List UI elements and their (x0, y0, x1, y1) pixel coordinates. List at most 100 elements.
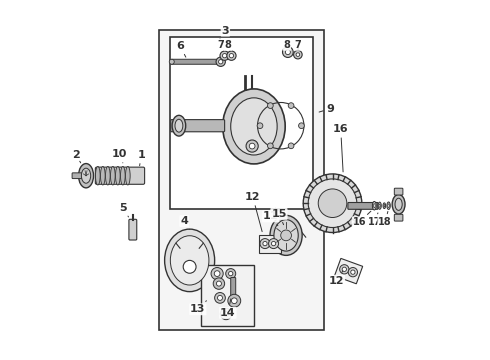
Ellipse shape (372, 202, 376, 210)
Ellipse shape (373, 204, 375, 208)
Ellipse shape (165, 229, 215, 292)
Circle shape (220, 308, 232, 320)
Ellipse shape (222, 89, 285, 164)
Text: 7: 7 (294, 40, 301, 50)
FancyBboxPatch shape (348, 203, 378, 209)
Polygon shape (335, 258, 363, 284)
Ellipse shape (231, 98, 277, 155)
FancyBboxPatch shape (171, 59, 217, 64)
Circle shape (296, 53, 300, 57)
Circle shape (271, 242, 276, 246)
Ellipse shape (395, 198, 402, 210)
Circle shape (283, 47, 293, 58)
Ellipse shape (100, 166, 105, 185)
Circle shape (183, 260, 196, 273)
Bar (170, 37, 313, 208)
FancyBboxPatch shape (394, 214, 403, 221)
Circle shape (285, 50, 291, 55)
Text: 18: 18 (378, 211, 392, 227)
Circle shape (348, 267, 358, 277)
Circle shape (216, 57, 225, 66)
Circle shape (281, 230, 292, 241)
Text: 14: 14 (220, 299, 236, 318)
Ellipse shape (384, 204, 385, 207)
Ellipse shape (96, 166, 100, 185)
Circle shape (228, 294, 241, 307)
Circle shape (228, 271, 233, 276)
Circle shape (268, 143, 273, 149)
Circle shape (222, 54, 227, 58)
Circle shape (226, 269, 236, 279)
Text: 13: 13 (190, 301, 206, 314)
Circle shape (220, 51, 229, 60)
Text: 8: 8 (225, 40, 232, 51)
Ellipse shape (175, 119, 183, 132)
FancyBboxPatch shape (129, 219, 137, 240)
Bar (259, 235, 281, 253)
Circle shape (257, 123, 263, 129)
Text: 12: 12 (329, 271, 344, 286)
FancyBboxPatch shape (171, 120, 224, 132)
Text: 9: 9 (319, 104, 335, 113)
Text: 11: 11 (263, 211, 278, 226)
Circle shape (342, 267, 346, 271)
Text: 1: 1 (138, 150, 145, 166)
Text: 16: 16 (353, 211, 371, 227)
Circle shape (288, 143, 294, 149)
Circle shape (217, 281, 221, 286)
Text: 10: 10 (112, 149, 127, 163)
Circle shape (218, 296, 222, 300)
Ellipse shape (121, 166, 125, 185)
Ellipse shape (125, 166, 130, 185)
Ellipse shape (274, 220, 298, 251)
Ellipse shape (392, 194, 405, 214)
Circle shape (318, 189, 347, 217)
Ellipse shape (111, 166, 115, 185)
Circle shape (340, 265, 349, 274)
Ellipse shape (78, 163, 94, 188)
Ellipse shape (171, 236, 209, 285)
Ellipse shape (270, 215, 302, 255)
Text: 2: 2 (73, 150, 81, 163)
Circle shape (294, 50, 302, 59)
Text: 6: 6 (176, 41, 186, 57)
Ellipse shape (105, 166, 110, 185)
Circle shape (268, 103, 273, 108)
Circle shape (214, 271, 220, 276)
FancyBboxPatch shape (96, 167, 145, 184)
Circle shape (227, 51, 236, 60)
Ellipse shape (388, 204, 390, 207)
Bar (201, 265, 254, 327)
Circle shape (211, 267, 223, 280)
Circle shape (246, 140, 258, 152)
FancyBboxPatch shape (394, 188, 403, 195)
Circle shape (213, 278, 224, 289)
Circle shape (263, 242, 267, 246)
Text: 7: 7 (218, 40, 224, 51)
Text: 3: 3 (220, 26, 229, 39)
Text: 17: 17 (368, 213, 381, 227)
Circle shape (269, 239, 279, 249)
Text: 8: 8 (283, 40, 290, 50)
Circle shape (219, 60, 223, 64)
Ellipse shape (387, 202, 391, 210)
Circle shape (298, 123, 304, 129)
Ellipse shape (81, 168, 91, 183)
Text: 5: 5 (119, 203, 128, 217)
Ellipse shape (379, 204, 380, 207)
Text: 4: 4 (180, 216, 190, 229)
Text: 12: 12 (245, 192, 262, 231)
FancyBboxPatch shape (72, 173, 84, 179)
Circle shape (351, 270, 355, 274)
Circle shape (288, 103, 294, 108)
Text: 16: 16 (333, 124, 348, 172)
Ellipse shape (172, 115, 186, 136)
Ellipse shape (116, 166, 120, 185)
Circle shape (229, 54, 234, 58)
Circle shape (303, 174, 362, 233)
Bar (159, 30, 323, 330)
Circle shape (249, 143, 255, 149)
FancyBboxPatch shape (231, 278, 236, 297)
Circle shape (308, 179, 357, 228)
Circle shape (223, 311, 228, 316)
